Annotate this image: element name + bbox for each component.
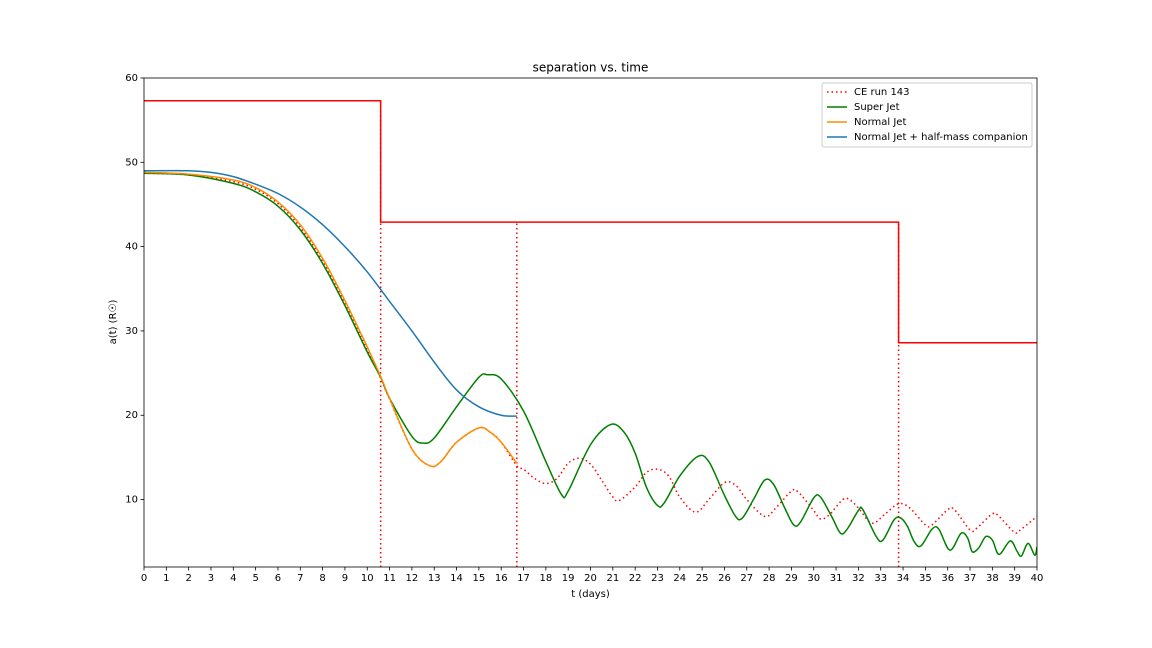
legend-box — [821, 82, 1033, 148]
y-tick-label: 30 — [125, 326, 138, 337]
y-tick-label: 60 — [125, 73, 138, 84]
x-tick-label: 23 — [651, 573, 664, 584]
x-tick-label: 27 — [740, 573, 753, 584]
x-tick-label: 35 — [919, 573, 932, 584]
x-tick-label: 2 — [185, 573, 191, 584]
x-tick-label: 31 — [830, 573, 843, 584]
x-tick-label: 15 — [473, 573, 486, 584]
plot-area — [144, 100, 1037, 567]
x-tick-label: 36 — [941, 573, 954, 584]
x-tick-label: 11 — [383, 573, 396, 584]
x-tick-label: 0 — [141, 573, 147, 584]
legend-label: Normal Jet — [854, 117, 906, 128]
x-tick-label: 5 — [252, 573, 258, 584]
series-line — [144, 100, 1037, 344]
legend-label: CE run 143 — [854, 87, 910, 98]
x-tick-label: 1 — [163, 573, 169, 584]
x-tick-label: 26 — [718, 573, 731, 584]
x-tick-label: 9 — [342, 573, 348, 584]
x-tick-label: 19 — [562, 573, 575, 584]
y-tick-label: 20 — [125, 410, 138, 421]
x-tick-label: 8 — [319, 573, 325, 584]
x-tick-label: 16 — [495, 573, 508, 584]
x-tick-label: 13 — [428, 573, 441, 584]
x-tick-label: 30 — [807, 573, 820, 584]
axes-frame — [143, 77, 1038, 568]
x-tick-label: 40 — [1031, 573, 1044, 584]
series-line — [144, 169, 517, 417]
x-tick-label: 18 — [539, 573, 552, 584]
y-tick-label: 50 — [125, 157, 138, 168]
y-tick-label: 10 — [125, 495, 138, 506]
x-tick-label: 24 — [673, 573, 686, 584]
x-tick-label: 6 — [275, 573, 281, 584]
chart-title: separation vs. time — [533, 61, 649, 75]
x-tick-label: 20 — [584, 573, 597, 584]
x-tick-label: 17 — [517, 573, 530, 584]
x-tick-label: 25 — [696, 573, 709, 584]
x-tick-label: 7 — [297, 573, 303, 584]
x-tick-label: 32 — [852, 573, 865, 584]
x-axis-label: t (days) — [571, 589, 610, 600]
x-tick-label: 22 — [629, 573, 642, 584]
y-axis-label: a(t) (R☉) — [108, 300, 119, 345]
series-line — [144, 171, 518, 468]
x-tick-label: 34 — [897, 573, 910, 584]
x-tick-label: 33 — [874, 573, 887, 584]
x-tick-label: 21 — [606, 573, 619, 584]
legend-label: Super Jet — [854, 102, 900, 113]
x-tick-label: 14 — [450, 573, 463, 584]
x-tick-label: 29 — [785, 573, 798, 584]
x-tick-label: 39 — [1008, 573, 1021, 584]
x-tick-label: 3 — [208, 573, 214, 584]
series-line — [144, 172, 1037, 534]
x-tick-label: 10 — [361, 573, 374, 584]
x-tick-label: 37 — [964, 573, 977, 584]
x-tick-label: 12 — [406, 573, 419, 584]
x-tick-label: 38 — [986, 573, 999, 584]
series-line — [144, 172, 1037, 558]
legend-label: Normal Jet + half-mass companion — [854, 132, 1028, 143]
x-tick-label: 4 — [230, 573, 236, 584]
y-tick-label: 40 — [125, 242, 138, 253]
x-tick-label: 28 — [763, 573, 776, 584]
